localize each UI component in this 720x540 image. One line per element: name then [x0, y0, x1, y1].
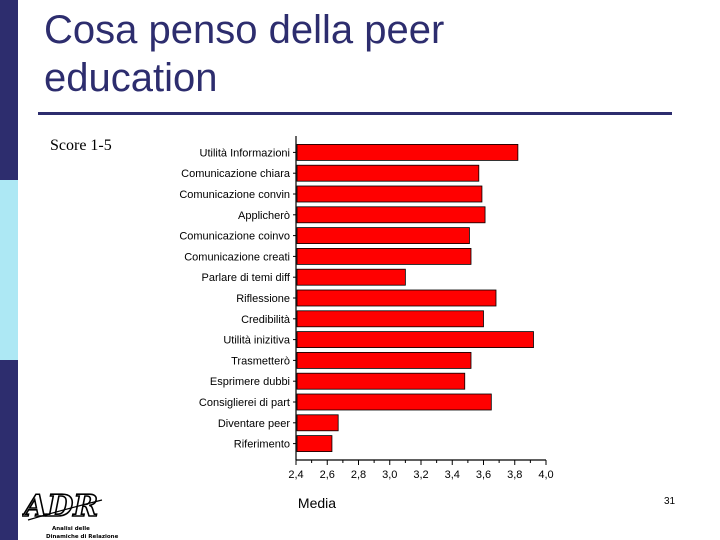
category-label: Trasmetterò — [231, 355, 290, 367]
sidebar-accent-top — [0, 0, 18, 180]
category-label: Utilità inizitiva — [223, 335, 291, 347]
category-label: Riflessione — [236, 293, 290, 305]
x-tick-label: 4,0 — [538, 469, 553, 481]
bar — [296, 248, 472, 265]
x-axis-title: Media — [298, 495, 336, 511]
bar — [296, 289, 497, 307]
category-label: Consiglierei di part — [199, 397, 290, 409]
category-label: Comunicazione creati — [184, 251, 290, 263]
bar — [296, 227, 470, 244]
title-underline — [38, 112, 672, 115]
logo-caption-line2: Dinamiche di Relazione — [46, 534, 119, 540]
page-number: 31 — [664, 496, 676, 507]
x-tick-label: 2,4 — [288, 469, 303, 481]
x-tick-label: 2,8 — [351, 469, 366, 481]
category-label: Comunicazione chiara — [181, 168, 291, 180]
category-label: Utilità Informazioni — [200, 147, 290, 159]
bar — [296, 393, 492, 411]
bar — [296, 414, 339, 432]
x-tick-label: 3,4 — [445, 469, 460, 481]
slide-title: Cosa penso della peer education — [44, 8, 445, 100]
category-label: Applicherò — [238, 210, 290, 222]
x-tick-label: 3,8 — [507, 469, 522, 481]
bar — [296, 331, 534, 349]
bar — [296, 164, 480, 182]
category-label: Parlare di temi diff — [202, 272, 291, 284]
category-label: Comunicazione coinvo — [179, 231, 290, 243]
bar — [296, 143, 519, 161]
logo-mark: ADR — [22, 489, 98, 524]
bar — [296, 435, 333, 453]
bar — [296, 185, 483, 203]
sidebar-accent-bottom — [0, 360, 18, 540]
sidebar-accent-middle — [0, 180, 18, 360]
category-label: Comunicazione convin — [179, 189, 290, 201]
category-label: Diventare peer — [218, 418, 290, 430]
bar — [296, 268, 406, 286]
bar — [296, 310, 484, 328]
x-tick-label: 2,6 — [320, 469, 335, 481]
x-tick-label: 3,2 — [413, 469, 428, 481]
category-label: Riferimento — [234, 439, 290, 451]
category-label: Esprimere dubbi — [210, 376, 290, 388]
logo-swoosh — [27, 499, 103, 521]
bar-chart: Utilità Informazioni Comunicazione chiara… — [179, 136, 554, 511]
logo-caption-line1: Analisi delle — [52, 526, 90, 532]
category-label: Credibilità — [241, 314, 291, 326]
bar — [296, 206, 486, 224]
x-tick-label: 3,6 — [476, 469, 491, 481]
logo: ADR Analisi delle Dinamiche di Relazione — [22, 488, 119, 540]
score-label: Score 1-5 — [50, 137, 112, 154]
bar — [296, 372, 466, 390]
bar — [296, 351, 472, 369]
x-tick-label: 3,0 — [382, 469, 397, 481]
